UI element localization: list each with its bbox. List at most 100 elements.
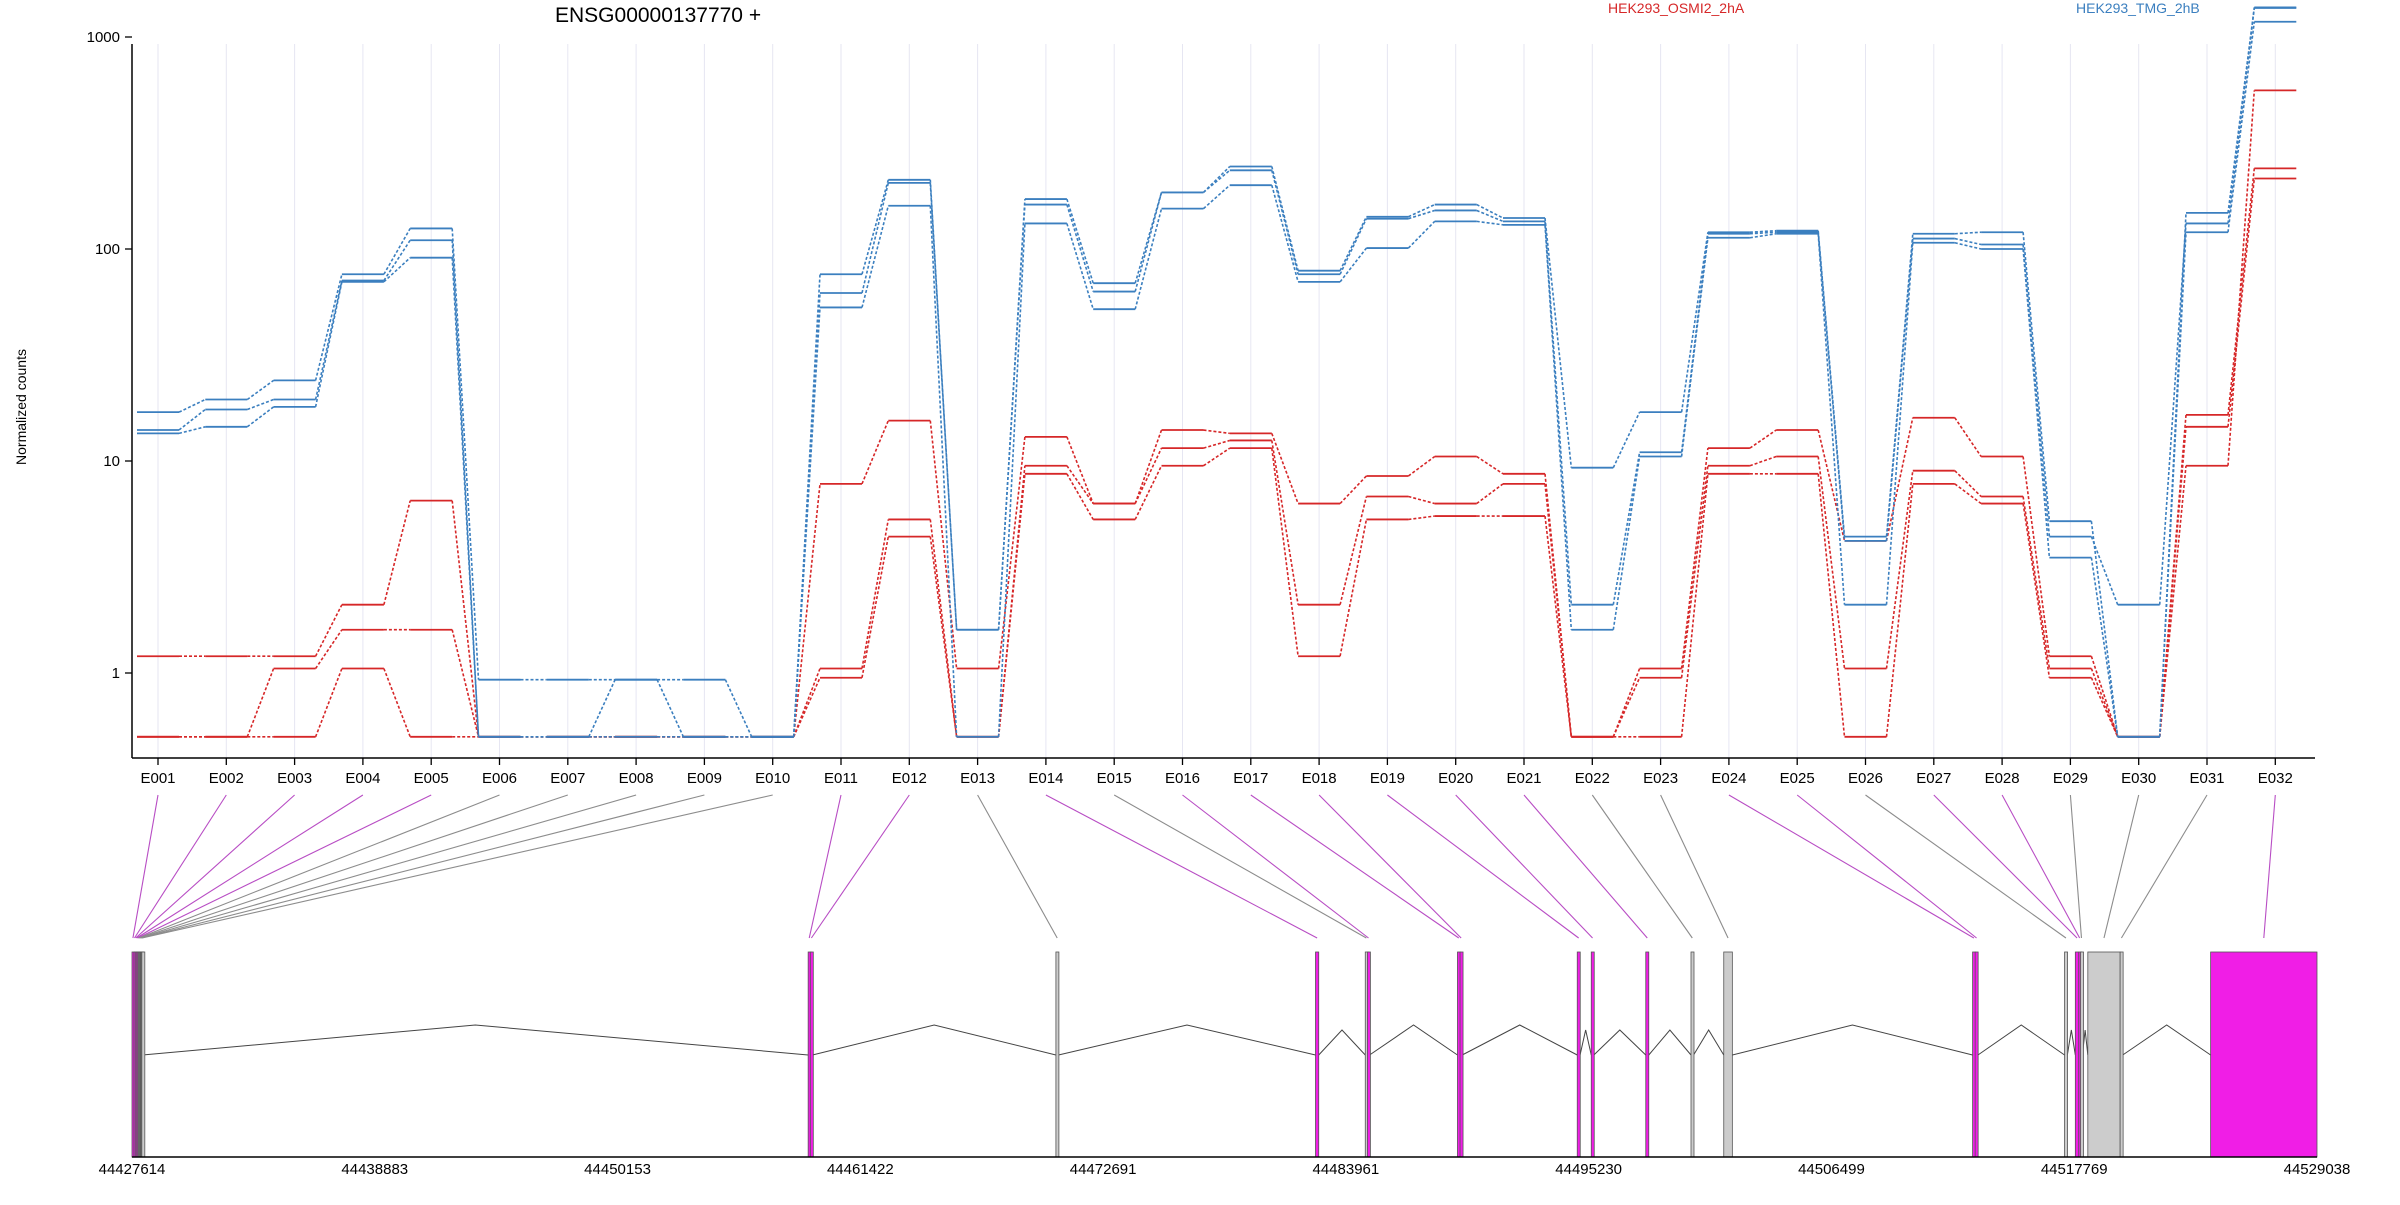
data-transition xyxy=(1885,470,1914,669)
data-transition xyxy=(1339,496,1368,605)
exon-box xyxy=(1315,951,1320,1158)
vertical-gridlines xyxy=(157,44,2276,758)
data-transition xyxy=(1339,247,1368,283)
exon-box xyxy=(1974,951,1979,1158)
genomic-tick-label: 44495230 xyxy=(1555,1161,1622,1178)
exon-connector xyxy=(2120,794,2208,939)
data-transition xyxy=(1476,220,1504,226)
data-transition xyxy=(861,179,890,275)
data-transition xyxy=(1544,221,1573,605)
data-transition xyxy=(2227,90,2256,466)
x-tick-label: E025 xyxy=(1780,770,1815,787)
data-transition xyxy=(1134,208,1163,310)
exon-connector xyxy=(141,794,705,939)
genomic-tick-label: 44483961 xyxy=(1313,1161,1380,1178)
exon-connector xyxy=(135,794,295,939)
data-transition xyxy=(2227,168,2256,415)
data-transition xyxy=(861,205,890,308)
data-transition xyxy=(1680,237,1709,457)
data-transition xyxy=(792,483,821,737)
exon-connector xyxy=(138,794,500,939)
data-transition xyxy=(929,536,958,737)
data-transition xyxy=(1680,232,1709,413)
exon-connectors xyxy=(132,794,2276,939)
data-transition xyxy=(383,500,411,605)
data-transition xyxy=(1749,229,1777,234)
x-tick-label: E019 xyxy=(1370,770,1405,787)
data-transition xyxy=(1885,242,1914,605)
x-tick-label: E010 xyxy=(755,770,790,787)
exon-box xyxy=(1576,951,1581,1158)
data-transition xyxy=(1203,429,1230,435)
x-tick-label: E023 xyxy=(1643,770,1678,787)
data-transition xyxy=(1544,224,1573,630)
x-tick-label: E026 xyxy=(1848,770,1883,787)
data-transition xyxy=(1817,232,1846,541)
intron-line xyxy=(1461,1024,1578,1056)
data-transition xyxy=(997,204,1026,630)
data-transition xyxy=(1544,217,1573,468)
chart-title: ENSG00000137770 + xyxy=(555,4,761,27)
exon-connector xyxy=(139,794,568,939)
legend-label-hek293-osmi2-2ha: HEK293_OSMI2_2hA xyxy=(1608,0,1745,16)
data-transition xyxy=(1954,241,1982,250)
data-transition xyxy=(1612,452,1641,605)
exon-connector xyxy=(132,794,159,939)
data-transition xyxy=(1954,231,1982,235)
data-transition xyxy=(1202,169,1231,193)
exon-connector xyxy=(2263,794,2276,939)
exon-connector xyxy=(1250,794,1460,939)
data-transition xyxy=(383,257,411,283)
exon-connector xyxy=(136,794,364,939)
exon-connector xyxy=(1387,794,1579,939)
data-transition xyxy=(246,406,275,428)
data-transition xyxy=(1680,465,1709,678)
exon-connector xyxy=(1591,794,1693,939)
exon-connector xyxy=(142,794,773,939)
exon-connector xyxy=(2103,794,2140,939)
data-transition xyxy=(929,420,958,669)
x-tick-label: E018 xyxy=(1302,770,1337,787)
data-transition xyxy=(2090,536,2119,605)
x-tick-label: E020 xyxy=(1438,770,1473,787)
exon-connector xyxy=(1865,794,2067,939)
x-tick-label: E015 xyxy=(1097,770,1132,787)
x-tick-label: E021 xyxy=(1506,770,1541,787)
data-transition xyxy=(314,274,343,381)
x-tick-label: E012 xyxy=(892,770,927,787)
data-transition xyxy=(1954,237,1982,246)
data-transition xyxy=(383,668,411,738)
intron-line xyxy=(1732,1024,1973,1056)
exon-connector xyxy=(1455,794,1593,939)
intron-line xyxy=(1318,1029,1366,1056)
data-transition xyxy=(1885,238,1914,541)
exon-connector xyxy=(1045,794,1318,939)
data-transition xyxy=(792,677,821,738)
data-transition xyxy=(1134,192,1163,284)
data-transition xyxy=(2227,178,2256,427)
exon-connector xyxy=(140,794,637,939)
genomic-tick-label: 44472691 xyxy=(1070,1161,1137,1178)
x-tick-label: E027 xyxy=(1916,770,1951,787)
data-transition xyxy=(1476,455,1504,475)
data-transition xyxy=(2090,521,2119,737)
data-transition xyxy=(1339,216,1368,272)
exon-connector xyxy=(2069,794,2083,939)
data-transition xyxy=(1134,429,1163,504)
data-transition xyxy=(2227,7,2256,224)
data-transition xyxy=(1885,483,1914,737)
data-transition xyxy=(1134,447,1163,504)
data-transition xyxy=(724,679,753,738)
data-transition xyxy=(1066,465,1094,504)
data-transition xyxy=(1612,456,1641,630)
x-tick-label: E031 xyxy=(2189,770,2224,787)
genomic-tick-label: 44529038 xyxy=(2284,1161,2351,1178)
intron-line xyxy=(812,1024,1057,1056)
x-tick-label: E005 xyxy=(414,770,449,787)
data-transition xyxy=(1271,184,1299,283)
series-osmi2-0 xyxy=(137,167,2297,738)
data-transition xyxy=(1339,218,1368,275)
exon-connector xyxy=(1728,794,1975,939)
data-transition xyxy=(861,536,890,678)
